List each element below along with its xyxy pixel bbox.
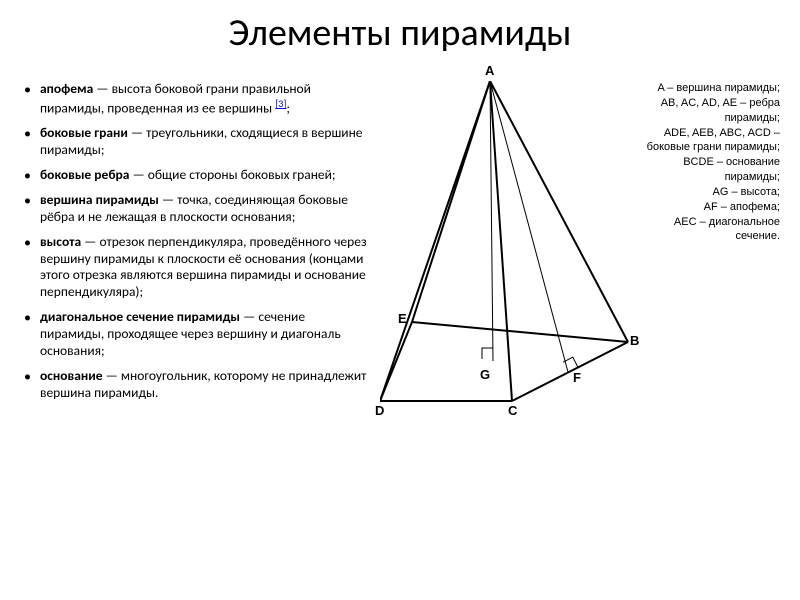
term: высота <box>40 233 81 250</box>
label-D: D <box>375 403 384 418</box>
term: боковые ребра <box>40 166 129 183</box>
legend-line: ADE, AEB, ABC, ACD – боковые грани пирам… <box>635 126 780 156</box>
term: основание <box>40 367 103 384</box>
label-E: E <box>398 311 407 326</box>
term: апофема <box>40 80 93 97</box>
label-G: G <box>480 367 490 382</box>
def-item: основание — многоугольник, которому не п… <box>20 368 370 402</box>
label-C: C <box>508 403 517 418</box>
page-title: Элементы пирамиды <box>20 10 780 56</box>
label-F: F <box>573 370 581 385</box>
term: вершина пирамиды <box>40 191 159 208</box>
label-A: A <box>485 63 494 78</box>
def-text: — общие стороны боковых граней; <box>129 166 335 183</box>
legend-line: AEC – диагональное сечение. <box>635 215 780 245</box>
legend-line: AF – апофема; <box>635 200 780 215</box>
def-text: — отрезок перпендикуляра, проведённого ч… <box>40 233 367 301</box>
def-tail: ; <box>286 99 290 116</box>
legend-line: A – вершина пирамиды; <box>635 81 780 96</box>
def-item: боковые ребра — общие стороны боковых гр… <box>20 167 370 184</box>
citation-link[interactable]: [3] <box>275 97 286 110</box>
term: диагональное сечение пирамиды <box>40 308 240 325</box>
legend-line: AG – высота; <box>635 185 780 200</box>
def-item: боковые грани — треугольники, сходящиеся… <box>20 125 370 159</box>
definitions-panel: апофема — высота боковой грани правильно… <box>20 81 370 421</box>
def-item: высота — отрезок перпендикуляра, проведё… <box>20 234 370 302</box>
term: боковые грани <box>40 124 128 141</box>
definitions-list: апофема — высота боковой грани правильно… <box>20 81 370 402</box>
def-item: вершина пирамиды — точка, соединяющая бо… <box>20 192 370 226</box>
legend-line: BCDE – основание пирамиды; <box>635 155 780 185</box>
label-B: B <box>630 333 639 348</box>
content-row: апофема — высота боковой грани правильно… <box>20 81 780 421</box>
pyramid-diagram <box>380 81 635 421</box>
def-item: апофема — высота боковой грани правильно… <box>20 81 370 117</box>
legend-line: AB, AC, AD, AE – ребра пирамиды; <box>635 96 780 126</box>
def-item: диагональное сечение пирамиды — сечение … <box>20 309 370 360</box>
legend-panel: A – вершина пирамиды; AB, AC, AD, AE – р… <box>635 81 780 421</box>
diagram-wrap: A B C D E G F <box>380 81 635 421</box>
diagram-panel: A B C D E G F A – вершина пирамиды; AB, … <box>380 81 780 421</box>
